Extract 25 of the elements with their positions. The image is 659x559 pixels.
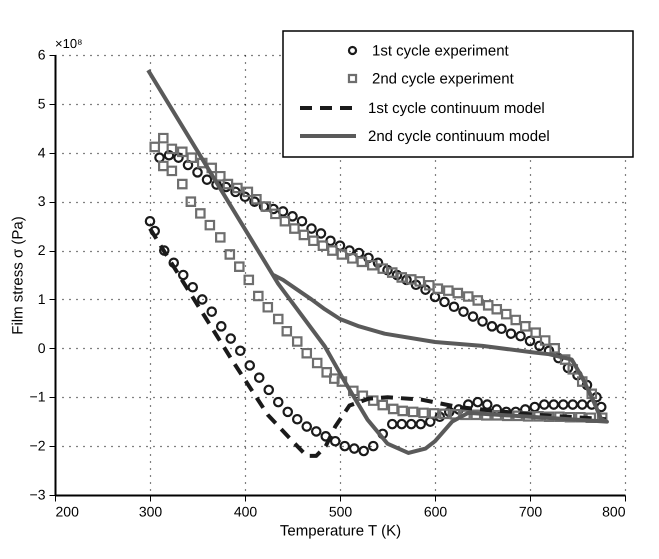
legend-label: 1st cycle continuum model (368, 100, 545, 117)
y-tick-label: −3 (30, 486, 46, 502)
y-axis-title: Film stress σ (Pa) (10, 216, 27, 335)
x-tick-label: 400 (234, 504, 258, 520)
x-axis-title: Temperature T (K) (280, 522, 402, 540)
y-tick-label: 1 (38, 290, 46, 307)
x-tick-label: 700 (518, 504, 542, 520)
x-tick-label: 500 (328, 504, 352, 520)
y-tick-label: −1 (30, 388, 46, 405)
legend-label: 2nd cycle continuum model (368, 128, 550, 145)
x-tick-label: 800 (602, 504, 626, 520)
legend-label: 2nd cycle experiment (372, 70, 515, 88)
y-tick-label: 6 (38, 46, 46, 62)
legend-label: 1st cycle experiment (372, 42, 510, 60)
y-tick-label: 3 (38, 193, 46, 210)
y-tick-label: −2 (30, 438, 46, 454)
line-series (146, 68, 609, 455)
y-tick-label: 2 (38, 242, 46, 258)
x-tick-label: 200 (56, 504, 80, 520)
y-tick-label: 0 (38, 340, 46, 356)
text: ×10⁸ (55, 36, 83, 51)
x-tick-label: 300 (138, 504, 162, 520)
x-tick-label: 600 (424, 504, 448, 520)
y-tick-label: 4 (38, 144, 46, 160)
y-tick-label: 5 (38, 95, 46, 112)
